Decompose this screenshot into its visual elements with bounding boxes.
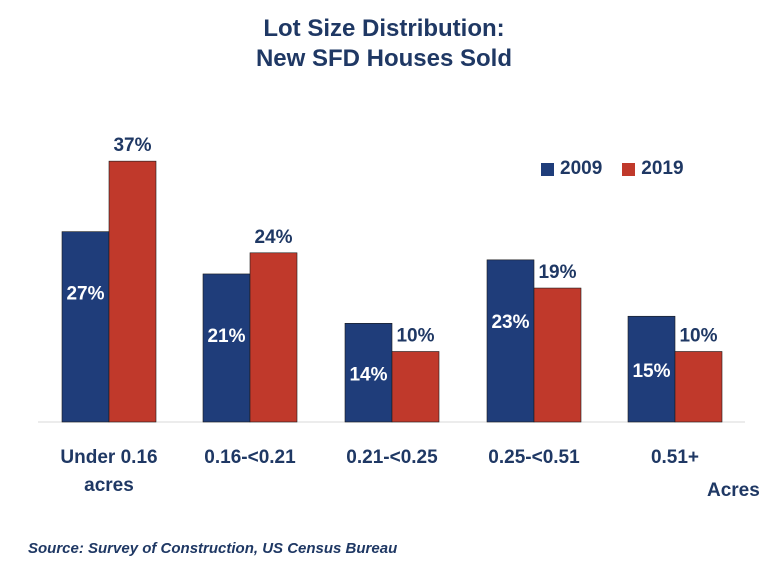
chart-title-line-1: Lot Size Distribution: <box>263 15 505 42</box>
x-axis-unit-label: Acres <box>707 480 760 501</box>
bar-2019-2 <box>391 351 440 423</box>
x-tick-label-4-0: 0.51+ <box>651 447 699 468</box>
data-label-2009-1: 21% <box>207 326 245 347</box>
chart-title: Lot Size Distribution: New SFD Houses So… <box>0 14 768 74</box>
x-tick-label-2-0: 0.21-<0.25 <box>346 447 438 468</box>
data-label-2009-2: 14% <box>349 365 387 386</box>
data-label-2019-3: 19% <box>538 262 576 283</box>
bar-2019-1 <box>249 252 298 423</box>
data-label-2019-4: 10% <box>679 326 717 347</box>
source-note: Source: Survey of Construction, US Censu… <box>28 540 398 557</box>
data-label-2009-4: 15% <box>632 361 670 382</box>
bar-2009-4 <box>627 315 676 423</box>
bar-2019-0 <box>108 160 157 423</box>
legend-item-2019: 2019 <box>622 158 684 180</box>
x-tick-label-3-0: 0.25-<0.51 <box>488 447 580 468</box>
bar-2009-1 <box>202 273 251 423</box>
bar-2009-3 <box>486 259 535 423</box>
data-label-2019-0: 37% <box>113 135 151 156</box>
bar-2019-4 <box>674 351 723 423</box>
legend-item-2009: 2009 <box>541 158 602 180</box>
legend-label-2019: 2019 <box>641 158 684 179</box>
x-tick-label-0-1: acres <box>84 475 134 496</box>
legend-label-2009: 2009 <box>560 158 603 179</box>
chart-title-line-2: New SFD Houses Sold <box>255 45 513 72</box>
data-label-2019-1: 24% <box>254 227 292 248</box>
x-tick-label-1-0: 0.16-<0.21 <box>204 447 296 468</box>
legend: 2009 2019 <box>541 158 696 180</box>
x-tick-label-0-0: Under 0.16 <box>60 447 157 468</box>
bar-2009-0 <box>61 231 110 423</box>
data-label-2009-0: 27% <box>66 284 104 305</box>
legend-swatch-2019 <box>622 162 636 176</box>
data-label-2019-2: 10% <box>396 326 434 347</box>
bar-2019-3 <box>533 287 582 423</box>
bar-2009-2 <box>344 322 393 423</box>
data-label-2009-3: 23% <box>491 312 529 333</box>
legend-swatch-2009 <box>541 162 554 176</box>
